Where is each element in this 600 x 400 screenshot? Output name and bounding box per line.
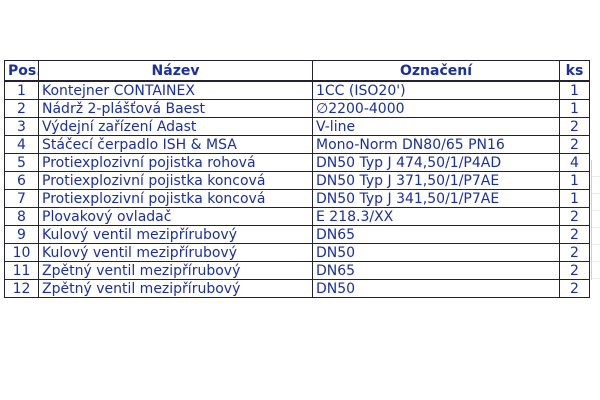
- cell-qty: 1: [559, 171, 590, 190]
- parts-list-table: Pos. Název Označení ks 1 Kontejner CONTA…: [4, 60, 590, 298]
- cell-pos: 7: [4, 189, 39, 208]
- cell-qty: 2: [559, 207, 590, 226]
- cell-code: DN50: [312, 279, 560, 298]
- cell-code: V-line: [312, 117, 560, 136]
- cell-qty: 2: [559, 117, 590, 136]
- cell-pos: 4: [4, 135, 39, 154]
- cell-qty: 2: [559, 279, 590, 298]
- cell-qty: 2: [559, 135, 590, 154]
- header-row: Pos. Název Označení ks: [4, 60, 590, 82]
- table-row: 11 Zpětný ventil mezipřírubový DN65 2: [4, 261, 590, 280]
- table-row: 8 Plovakový ovladač E 218.3/XX 2: [4, 207, 590, 226]
- cell-name: Kulový ventil mezipřírubový: [38, 225, 313, 244]
- cell-name: Zpětný ventil mezipřírubový: [38, 261, 313, 280]
- table-row: 5 Protiexplozivní pojistka rohová DN50 T…: [4, 153, 590, 172]
- header-qty: ks: [559, 60, 590, 82]
- cell-pos: 6: [4, 171, 39, 190]
- cell-name: Nádrž 2-plášťová Baest: [38, 99, 313, 118]
- cell-qty: 1: [559, 99, 590, 118]
- cell-pos: 5: [4, 153, 39, 172]
- cell-qty: 2: [559, 261, 590, 280]
- cell-name: Kontejner CONTAINEX: [38, 80, 313, 100]
- cell-qty: 4: [559, 153, 590, 172]
- table-row: 10 Kulový ventil mezipřírubový DN50 2: [4, 243, 590, 262]
- cell-code: E 218.3/XX: [312, 207, 560, 226]
- header-pos: Pos.: [4, 60, 39, 82]
- cell-name: Protiexplozivní pojistka koncová: [38, 189, 313, 208]
- table-row: 12 Zpětný ventil mezipřírubový DN50 2: [4, 279, 590, 298]
- table-row: 2 Nádrž 2-plášťová Baest ∅2200-4000 1: [4, 99, 590, 118]
- adjacent-drawing-edge: [591, 160, 600, 280]
- cell-qty: 1: [559, 80, 590, 100]
- table-body: 1 Kontejner CONTAINEX 1CC (ISO20') 1 2 N…: [4, 80, 590, 298]
- table-row: 3 Výdejní zařízení Adast V-line 2: [4, 117, 590, 136]
- cell-pos: 2: [4, 99, 39, 118]
- table-row: 6 Protiexplozivní pojistka koncová DN50 …: [4, 171, 590, 190]
- cell-code: Mono-Norm DN80/65 PN16: [312, 135, 560, 154]
- cell-code: DN50 Typ J 341,50/1/P7AE: [312, 189, 560, 208]
- cell-code: DN65: [312, 225, 560, 244]
- cell-name: Kulový ventil mezipřírubový: [38, 243, 313, 262]
- table-row: 7 Protiexplozivní pojistka koncová DN50 …: [4, 189, 590, 208]
- table-row: 1 Kontejner CONTAINEX 1CC (ISO20') 1: [4, 80, 590, 100]
- cell-qty: 2: [559, 225, 590, 244]
- table-row: 4 Stáčecí čerpadlo ISH & MSA Mono-Norm D…: [4, 135, 590, 154]
- header-code: Označení: [312, 60, 560, 82]
- header-name: Název: [38, 60, 313, 82]
- cell-name: Protiexplozivní pojistka koncová: [38, 171, 313, 190]
- table-row: 9 Kulový ventil mezipřírubový DN65 2: [4, 225, 590, 244]
- cell-code: DN50: [312, 243, 560, 262]
- cell-pos: 9: [4, 225, 39, 244]
- cell-pos: 12: [4, 279, 39, 298]
- cell-code: ∅2200-4000: [312, 99, 560, 118]
- cell-qty: 1: [559, 189, 590, 208]
- cell-qty: 2: [559, 243, 590, 262]
- cell-pos: 3: [4, 117, 39, 136]
- cell-name: Výdejní zařízení Adast: [38, 117, 313, 136]
- cell-name: Stáčecí čerpadlo ISH & MSA: [38, 135, 313, 154]
- cell-code: 1CC (ISO20'): [312, 80, 560, 100]
- cell-pos: 10: [4, 243, 39, 262]
- cell-code: DN50 Typ J 371,50/1/P7AE: [312, 171, 560, 190]
- cell-name: Plovakový ovladač: [38, 207, 313, 226]
- cell-pos: 1: [4, 80, 39, 100]
- cell-pos: 11: [4, 261, 39, 280]
- cell-name: Zpětný ventil mezipřírubový: [38, 279, 313, 298]
- cell-pos: 8: [4, 207, 39, 226]
- table-header: Pos. Název Označení ks: [4, 60, 590, 82]
- cell-name: Protiexplozivní pojistka rohová: [38, 153, 313, 172]
- cell-code: DN50 Typ J 474,50/1/P4AD: [312, 153, 560, 172]
- cell-code: DN65: [312, 261, 560, 280]
